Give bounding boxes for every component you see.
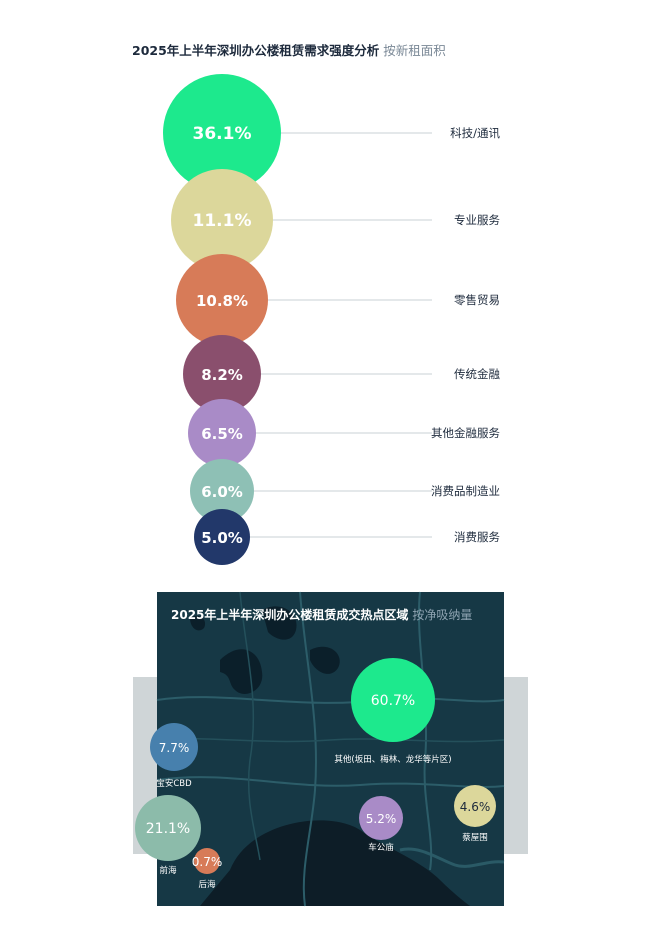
bubble-7 [194, 509, 250, 565]
area-value-label: 5.2% [366, 812, 397, 826]
area-name-label: 前海 [159, 865, 177, 876]
area-name-label: 其他(坂田、梅林、龙华等片区) [334, 754, 451, 765]
chart2-subtitle: 按净吸纳量 [412, 608, 473, 622]
area-value-label: 60.7% [371, 693, 415, 709]
chart1-title-text: 2025年上半年深圳办公楼租赁需求强度分析 [132, 43, 380, 58]
area-bubble-3 [135, 795, 201, 861]
chart1-title: 2025年上半年深圳办公楼租赁需求强度分析 按新租面积 [132, 40, 446, 59]
chart1-plot: 36.1% 科技/通讯 11.1% 专业服务 10.8% 零售贸易 8.2% 传统金融 6.5%… [163, 74, 500, 565]
bubble-value-label: 5.0% [201, 529, 243, 547]
area-value-label: 4.6% [460, 800, 491, 814]
bubble-4 [183, 335, 261, 413]
category-label: 消费品制造业 [431, 484, 500, 498]
area-bubble-1 [351, 658, 435, 742]
bubble-value-label: 6.5% [201, 425, 243, 443]
category-label: 传统金融 [454, 367, 500, 381]
chart2-plot: 60.7% 其他(坂田、梅林、龙华等片区) 7.7% 宝安CBD 21.1% 前海 0.7%… [135, 658, 496, 890]
area-bubble-5 [359, 796, 403, 840]
map-texture [156, 591, 505, 907]
area-name-label: 蔡屋围 [462, 832, 488, 843]
bubble-2 [171, 169, 273, 271]
category-label: 科技/通讯 [450, 126, 500, 140]
area-value-label: 0.7% [192, 855, 223, 869]
bubble-value-label: 6.0% [201, 483, 243, 501]
category-label: 其他金融服务 [431, 426, 500, 440]
category-label: 消费服务 [454, 530, 500, 544]
bubble-value-label: 8.2% [201, 366, 243, 384]
bubble-1 [163, 74, 281, 192]
category-label: 零售贸易 [454, 293, 500, 307]
area-value-label: 7.7% [159, 741, 190, 755]
bubble-value-label: 11.1% [193, 211, 252, 231]
area-name-label: 后海 [198, 879, 216, 890]
area-name-label: 宝安CBD [156, 778, 192, 789]
bubble-value-label: 36.1% [193, 124, 252, 144]
area-value-label: 21.1% [146, 821, 190, 837]
area-bubble-6 [454, 785, 496, 827]
bubble-6 [190, 459, 254, 523]
category-label: 专业服务 [454, 213, 500, 227]
bubble-3 [176, 254, 268, 346]
chart1-subtitle: 按新租面积 [383, 43, 446, 58]
chart2-title: 2025年上半年深圳办公楼租赁成交热点区域 按净吸纳量 [171, 606, 472, 623]
area-bubble-4 [194, 848, 220, 874]
area-name-label: 车公庙 [368, 842, 394, 853]
chart2-title-text: 2025年上半年深圳办公楼租赁成交热点区域 [171, 608, 409, 622]
area-bubble-2 [150, 723, 198, 771]
bubble-5 [188, 399, 256, 467]
bubble-value-label: 10.8% [196, 292, 248, 310]
